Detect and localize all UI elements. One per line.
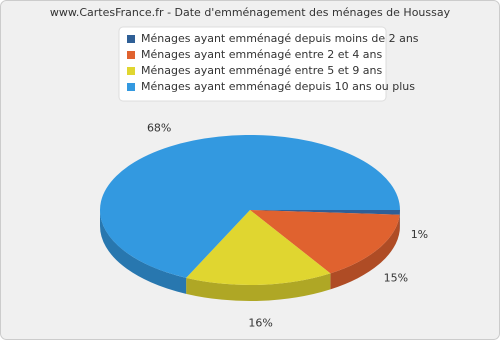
chart-title: www.CartesFrance.fr - Date d'emménagemen… [50,6,451,19]
legend-swatch [127,67,135,75]
legend-label: Ménages ayant emménagé depuis 10 ans ou … [141,80,415,93]
data-label: 15% [384,272,408,285]
data-label: 16% [248,316,272,329]
legend-label: Ménages ayant emménagé entre 5 et 9 ans [141,64,383,77]
legend-label: Ménages ayant emménagé depuis moins de 2… [141,32,419,45]
legend-swatch [127,83,135,91]
data-label: 68% [147,122,171,135]
data-label: 1% [411,228,428,241]
legend-swatch [127,51,135,59]
legend-swatch [127,35,135,43]
legend-label: Ménages ayant emménagé entre 2 et 4 ans [141,48,383,61]
